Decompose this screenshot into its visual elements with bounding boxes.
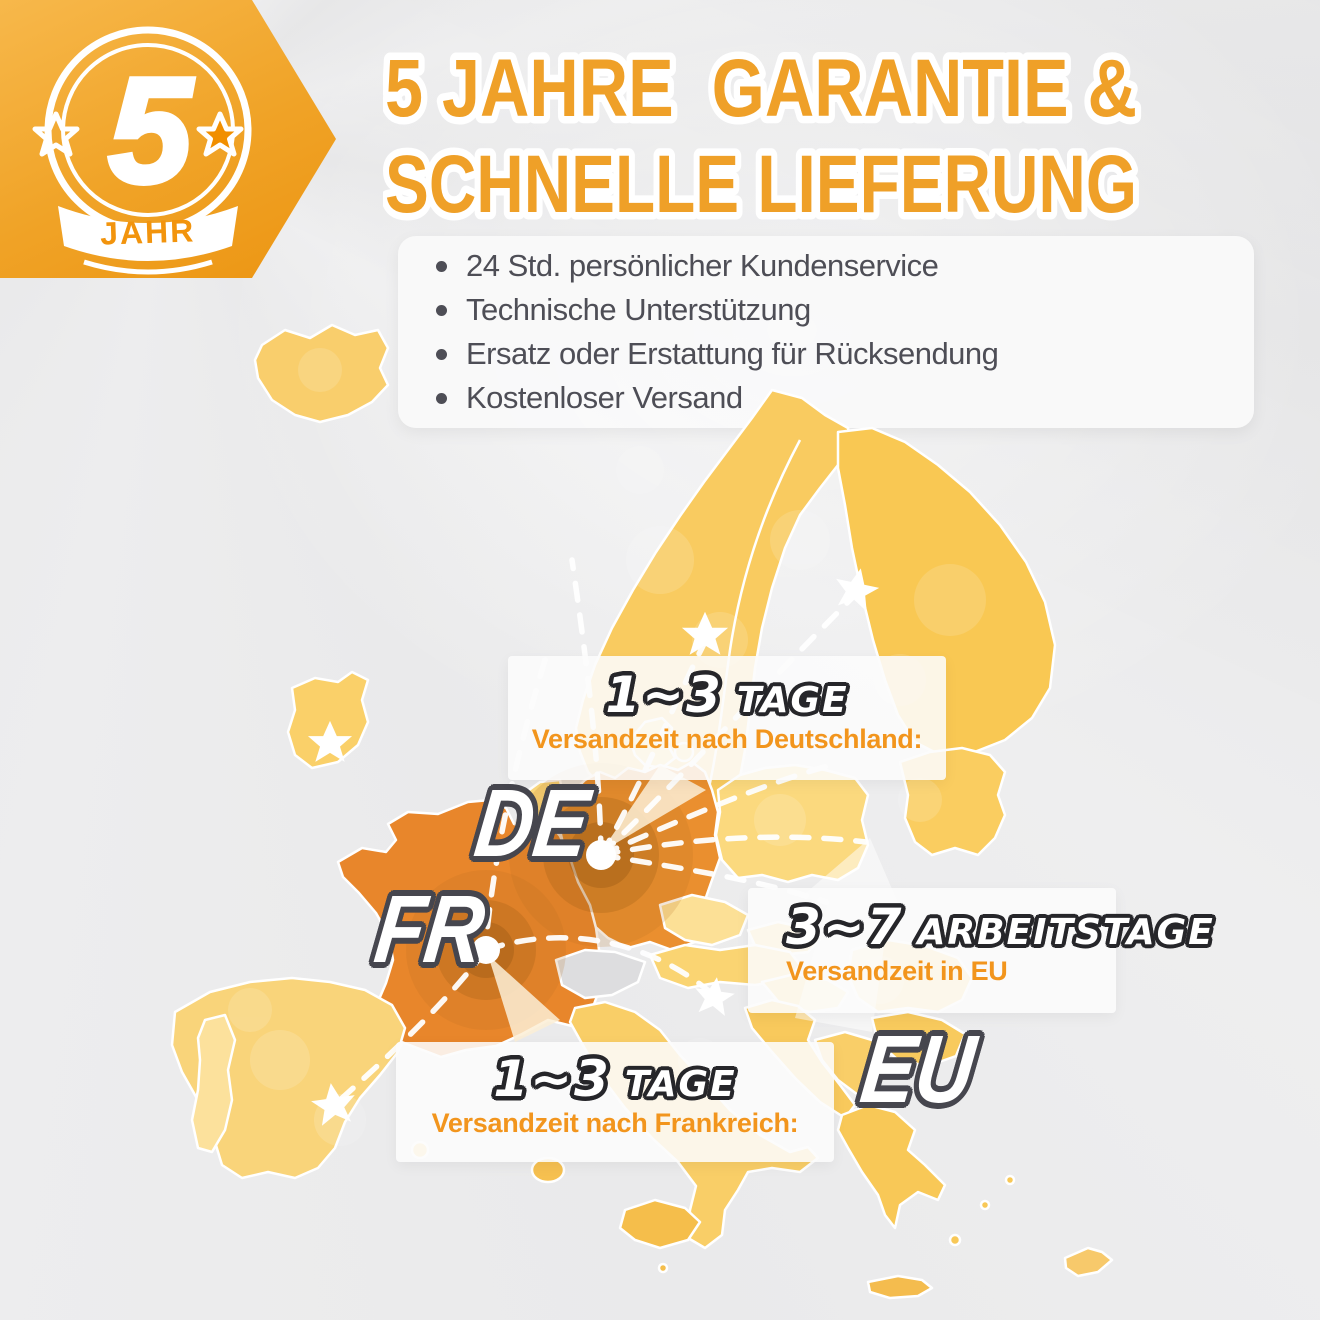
callout-france-duration: 1~3 TAGE <box>396 1050 834 1108</box>
badge-star-left-icon <box>32 111 80 157</box>
label-eu: EU <box>855 1016 981 1123</box>
page-title: 5 JAHRE GARANTIE & SCHNELLE LIEFERUNG <box>383 36 1145 232</box>
duration-value: 3~7 <box>786 898 904 956</box>
benefits-card: 24 Std. persönlicher Kundenservice Techn… <box>398 236 1254 428</box>
island-crete <box>866 1274 934 1300</box>
duration-value: 1~3 <box>605 666 723 724</box>
duration-unit: TAGE <box>624 1064 737 1105</box>
callout-eu: 3~7 ARBEITSTAGE Versandzeit in EU <box>748 888 1213 1013</box>
badge-ribbon <box>58 206 238 261</box>
country-portugal <box>190 1013 237 1154</box>
label-france: FR <box>369 876 491 983</box>
label-germany: DE <box>469 770 595 877</box>
callout-france: 1~3 TAGE Versandzeit nach Frankreich: <box>396 1042 834 1162</box>
france-origin-dot <box>472 936 500 964</box>
warranty-badge: 5 JAHR <box>0 0 336 278</box>
badge-star-right-icon <box>196 111 244 157</box>
country-switzerland <box>554 948 647 1000</box>
country-greece <box>836 1103 947 1230</box>
country-iceland <box>253 323 390 424</box>
benefits-list: 24 Std. persönlicher Kundenservice Techn… <box>428 244 1254 420</box>
map-island <box>979 1199 991 1211</box>
badge-unit: JAHR <box>99 212 195 251</box>
country-czechia <box>658 893 750 947</box>
duration-unit: TAGE <box>736 680 849 721</box>
callout-france-label: Versandzeit nach Frankreich: <box>431 1108 799 1138</box>
map-island <box>1004 1174 1016 1186</box>
benefit-item: 24 Std. persönlicher Kundenservice <box>428 244 1254 288</box>
warranty-seal: 5 JAHR <box>32 26 252 275</box>
map-island <box>948 1233 962 1247</box>
callout-eu-label: Versandzeit in EU <box>786 956 1008 986</box>
benefit-item: Kostenloser Versand <box>428 376 1254 420</box>
title-line-1: 5 JAHRE GARANTIE & <box>385 43 1137 134</box>
island-cyprus <box>1063 1246 1114 1278</box>
country-ireland <box>286 670 370 770</box>
island-sicily <box>618 1198 702 1250</box>
callout-germany: 1~3 TAGE Versandzeit nach Deutschland: <box>508 656 946 780</box>
duration-unit: ARBEITSTAGE <box>917 912 1215 953</box>
country-bulgaria <box>870 1010 967 1068</box>
callout-germany-duration: 1~3 TAGE <box>508 666 946 724</box>
germany-origin-dot <box>586 840 616 870</box>
duration-value: 1~3 <box>493 1050 611 1108</box>
callout-germany-label: Versandzeit nach Deutschland: <box>531 724 923 754</box>
callout-eu-duration: 3~7 ARBEITSTAGE <box>786 898 1213 956</box>
benefit-item: Ersatz oder Erstattung für Rücksendung <box>428 332 1254 376</box>
benefit-item: Technische Unterstützung <box>428 288 1254 332</box>
title-line-2: SCHNELLE LIEFERUNG <box>385 139 1137 230</box>
badge-value: 5 <box>108 46 194 214</box>
map-island <box>657 1262 669 1274</box>
